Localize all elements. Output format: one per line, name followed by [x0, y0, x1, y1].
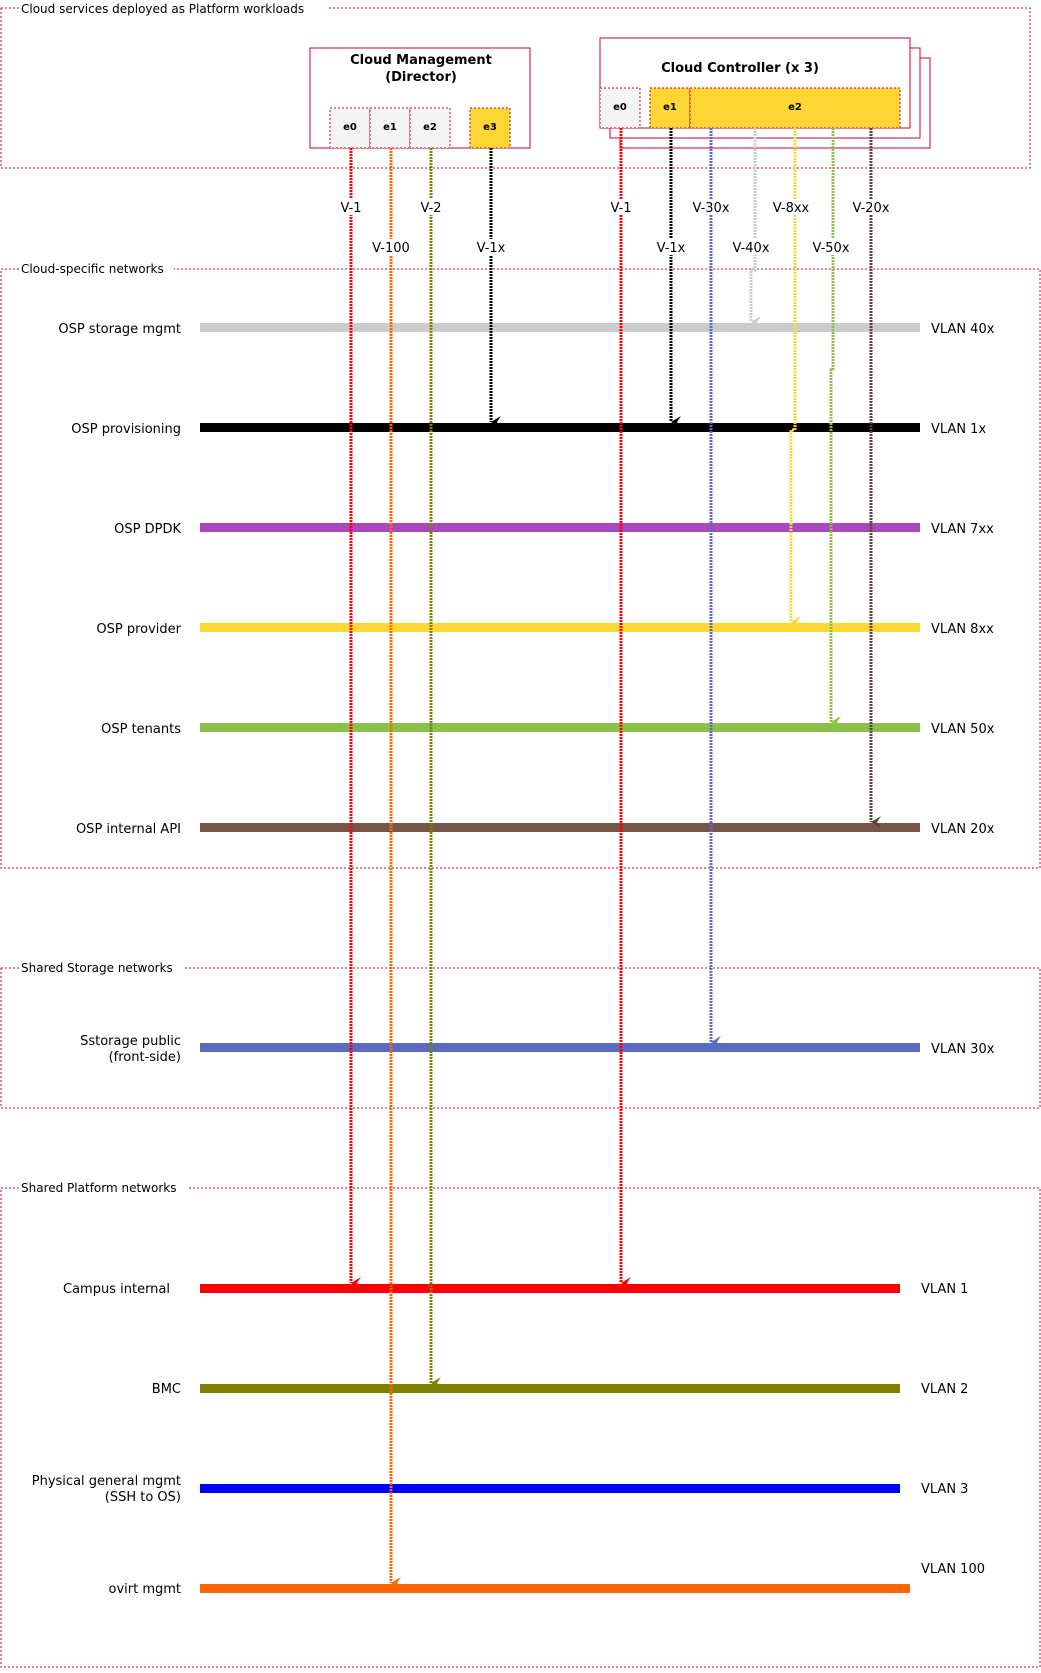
network-labels: OSP storage mgmt OSP provisioning OSP DP… — [32, 322, 182, 1597]
vlan-label-40x: VLAN 40x — [931, 322, 995, 337]
link-label-controller-v8xx: V-8xx — [773, 201, 810, 216]
link-label-controller-v1: V-1 — [610, 201, 631, 216]
link-label-controller-v40x: V-40x — [732, 241, 769, 256]
network-name-storage-public-line2: (front-side) — [109, 1050, 181, 1065]
link-label-director-v1x: V-1x — [477, 241, 506, 256]
network-bar-campus-internal — [200, 1284, 900, 1293]
link-label-controller-v30x: V-30x — [692, 201, 729, 216]
network-name-ovirt-mgmt: ovirt mgmt — [108, 1582, 181, 1597]
vlan-label-50x: VLAN 50x — [931, 722, 995, 737]
network-bar-osp-dpdk — [200, 523, 920, 532]
director-port-e2-label: e2 — [423, 122, 437, 133]
controller-node: Cloud Controller (x 3) e0 e1 e2 — [599, 37, 931, 149]
director-port-e0-label: e0 — [343, 122, 357, 133]
vlan-labels: VLAN 40x VLAN 1x VLAN 7xx VLAN 8xx VLAN … — [921, 322, 995, 1577]
director-port-e2 — [409, 107, 451, 149]
controller-port-e2 — [689, 87, 901, 129]
vlan-label-7xx: VLAN 7xx — [931, 522, 994, 537]
network-bar-osp-storage-mgmt — [200, 323, 920, 332]
vlan-label-1: VLAN 1 — [921, 1282, 968, 1297]
network-bar-ovirt-mgmt — [200, 1584, 910, 1593]
network-bar-physical-general-mgmt — [200, 1484, 900, 1493]
network-bar-osp-provider — [200, 623, 920, 632]
vlan-label-1x: VLAN 1x — [931, 422, 986, 437]
director-port-e3-label: e3 — [483, 122, 497, 133]
director-title-line1: Cloud Management — [350, 53, 492, 68]
vlan-label-2: VLAN 2 — [921, 1382, 968, 1397]
director-links — [349, 148, 501, 1589]
controller-port-e1-label: e1 — [663, 102, 677, 113]
controller-port-e0 — [599, 87, 641, 129]
director-node: Cloud Management (Director) e0 e1 e2 e3 — [309, 47, 531, 149]
link-label-director-v2: V-2 — [420, 201, 441, 216]
controller-links — [619, 128, 881, 1289]
director-port-e1 — [369, 107, 411, 149]
group-title-platform-workloads: Cloud services deployed as Platform work… — [21, 2, 304, 16]
link-label-controller-v50x: V-50x — [812, 241, 849, 256]
vlan-label-30x: VLAN 30x — [931, 1042, 995, 1057]
link-labels: V-1 V-100 V-2 V-1x V-1 V-1x V-30x V-40x … — [337, 199, 891, 256]
group-shared-platform: Shared Platform networks — [0, 1181, 1041, 1668]
network-bar-osp-internal-api — [200, 823, 920, 832]
group-title-shared-storage: Shared Storage networks — [21, 961, 173, 975]
director-port-e3 — [469, 107, 511, 149]
network-name-osp-dpdk: OSP DPDK — [114, 522, 181, 537]
controller-port-e0-label: e0 — [613, 102, 627, 113]
network-bar-osp-provisioning — [200, 423, 920, 432]
vlan-label-20x: VLAN 20x — [931, 822, 995, 837]
network-name-physical-general-mgmt-line1: Physical general mgmt — [32, 1474, 181, 1489]
network-bars — [200, 323, 920, 1593]
group-title-cloud-specific: Cloud-specific networks — [21, 262, 164, 276]
link-label-controller-v20x: V-20x — [852, 201, 889, 216]
network-name-storage-public-line1: Sstorage public — [80, 1034, 181, 1049]
network-name-bmc: BMC — [152, 1382, 181, 1397]
controller-title: Cloud Controller (x 3) — [661, 61, 819, 76]
network-bar-storage-public — [200, 1043, 920, 1052]
link-label-director-v100: V-100 — [372, 241, 410, 256]
link-label-controller-v1x: V-1x — [657, 241, 686, 256]
network-bar-osp-tenants — [200, 723, 920, 732]
link-controller-e2-v8xx — [789, 128, 801, 628]
network-name-osp-tenants: OSP tenants — [101, 722, 181, 737]
group-platform-workloads: Cloud services deployed as Platform work… — [0, 1, 1031, 169]
network-name-physical-general-mgmt-line2: (SSH to OS) — [105, 1490, 181, 1505]
group-shared-storage: Shared Storage networks — [0, 961, 1041, 1109]
network-name-osp-storage-mgmt: OSP storage mgmt — [58, 322, 181, 337]
network-name-osp-provisioning: OSP provisioning — [71, 422, 181, 437]
network-name-campus-internal: Campus internal — [63, 1282, 170, 1297]
director-title-line2: (Director) — [385, 70, 457, 85]
group-cloud-specific: Cloud-specific networks — [0, 262, 1041, 869]
group-title-shared-platform: Shared Platform networks — [21, 1181, 176, 1195]
network-name-osp-provider: OSP provider — [96, 622, 181, 637]
vlan-label-8xx: VLAN 8xx — [931, 622, 994, 637]
vlan-label-3: VLAN 3 — [921, 1482, 968, 1497]
vlan-label-100: VLAN 100 — [921, 1562, 985, 1577]
network-name-osp-internal-api: OSP internal API — [76, 822, 181, 837]
director-port-e1-label: e1 — [383, 122, 397, 133]
link-label-director-v1: V-1 — [340, 201, 361, 216]
link-controller-e2-v40x — [749, 128, 761, 328]
network-bar-bmc — [200, 1384, 900, 1393]
controller-port-e2-label: e2 — [788, 102, 802, 113]
